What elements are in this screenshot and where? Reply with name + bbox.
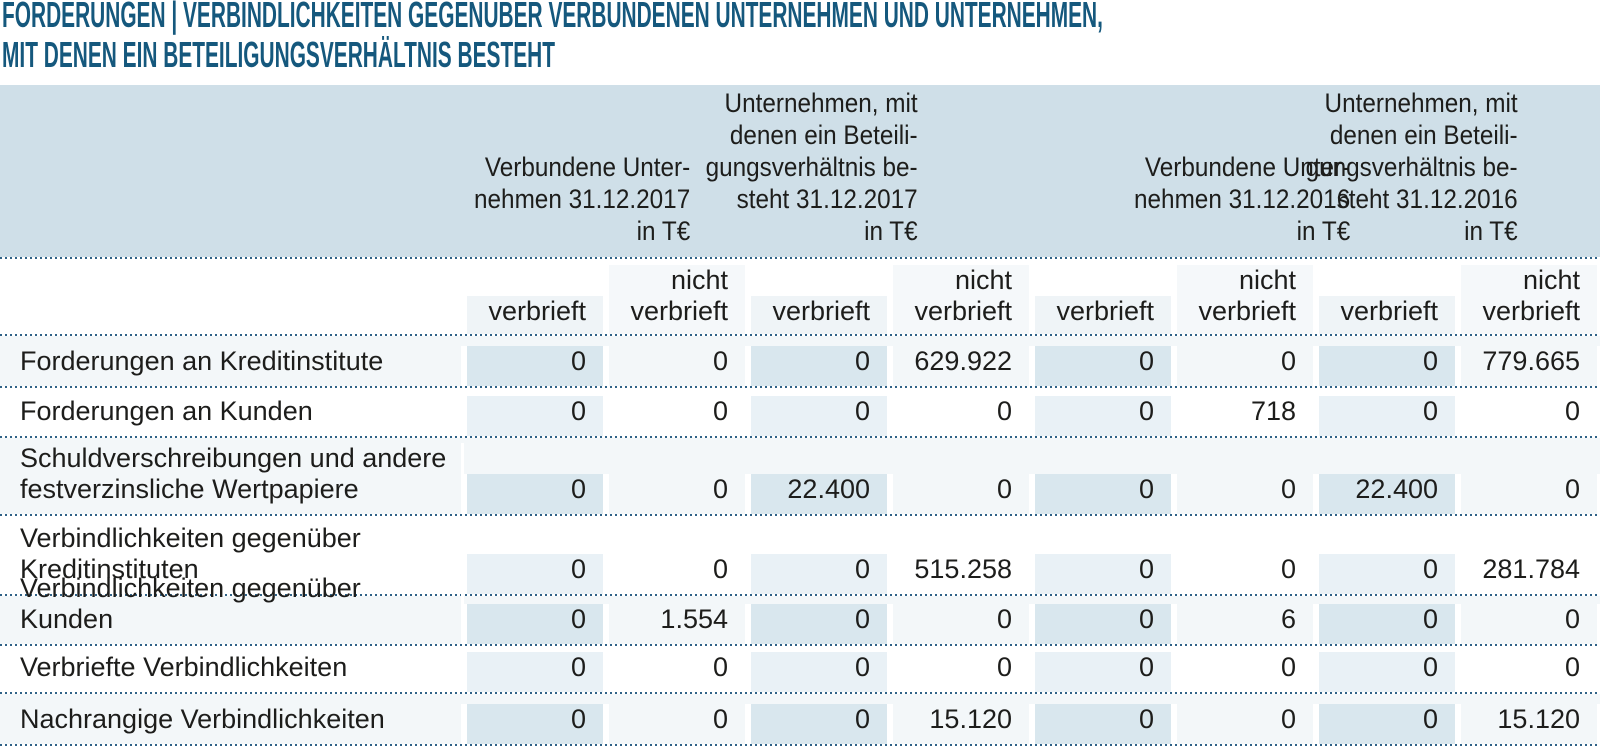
table-header-band: Verbundene Unter- nehmen 31.12.2017 in T…: [0, 85, 1600, 257]
column-header-verbrieft: verbrieft: [464, 296, 606, 334]
value-cell: 281.784: [1458, 554, 1600, 594]
value-cell: 0: [464, 346, 606, 386]
value-cell: 0: [464, 604, 606, 644]
value-cell: 515.258: [890, 554, 1032, 594]
table-row: Forderungen an Kunden 0 0 0 0 0 718 0 0: [0, 388, 1600, 436]
value-cell: 0: [748, 604, 890, 644]
column-header-nicht-verbrieft: nicht verbrieft: [1458, 265, 1600, 334]
table-row: Verbindlichkeiten gegenüber Kreditinstit…: [0, 516, 1600, 594]
value-cell: 0: [1316, 346, 1458, 386]
value-cell: 22.400: [748, 474, 890, 514]
value-cell: 0: [1174, 554, 1316, 594]
column-header-nicht-verbrieft: nicht verbrieft: [606, 265, 748, 334]
value-cell: 0: [1032, 704, 1174, 744]
value-cell: 22.400: [1316, 474, 1458, 514]
value-cell: 0: [890, 396, 1032, 436]
row-label: Forderungen an Kreditinstitute: [0, 346, 464, 386]
value-cell: 0: [890, 474, 1032, 514]
title-area: FORDERUNGEN | VERBINDLICHKEITEN GEGENÜBE…: [0, 0, 1600, 85]
value-cell: 0: [1174, 474, 1316, 514]
value-cell: 0: [1174, 346, 1316, 386]
table-row: Nachrangige Verbindlichkeiten 0 0 0 15.1…: [0, 694, 1600, 744]
value-cell: 6: [1174, 604, 1316, 644]
page-title: FORDERUNGEN | VERBINDLICHKEITEN GEGENÜBE…: [2, 0, 1103, 75]
value-cell: 0: [606, 474, 748, 514]
value-cell: 0: [748, 346, 890, 386]
dotted-divider: [0, 436, 1600, 438]
value-cell: 0: [890, 604, 1032, 644]
column-group-header-verbundene-2016: Verbundene Unter- nehmen 31.12.2016 in T…: [1133, 152, 1350, 246]
value-cell: 0: [1032, 604, 1174, 644]
sub-header-row: verbrieft nicht verbrieft verbrieft nich…: [0, 259, 1600, 334]
table-row: Verbindlichkeiten gegenüber Kunden 0 1.5…: [0, 573, 1600, 644]
row-label: Nachrangige Verbindlichkeiten: [0, 704, 464, 744]
value-cell: 15.120: [1458, 704, 1600, 744]
value-cell: 0: [1316, 604, 1458, 644]
sub-header-spacer: [0, 325, 464, 334]
value-cell: 0: [606, 554, 748, 594]
value-cell: 0: [1316, 396, 1458, 436]
value-cell: 0: [1458, 652, 1600, 692]
value-cell: 0: [464, 652, 606, 692]
value-cell: 0: [464, 474, 606, 514]
value-cell: 0: [1458, 474, 1600, 514]
value-cell: 0: [890, 652, 1032, 692]
value-cell: 0: [464, 396, 606, 436]
column-header-nicht-verbrieft: nicht verbrieft: [1174, 265, 1316, 334]
row-label: Verbindlichkeiten gegenüber Kunden: [0, 573, 464, 644]
value-cell: 0: [748, 554, 890, 594]
dotted-divider: [0, 644, 1600, 646]
value-cell: 0: [606, 346, 748, 386]
column-group-header-beteiligung-2017: Unternehmen, mit denen ein Beteili- gung…: [705, 88, 918, 246]
table-row: Verbriefte Verbindlichkeiten 0 0 0 0 0 0…: [0, 646, 1600, 692]
value-cell: 15.120: [890, 704, 1032, 744]
table-row: Schuldverschreibungen und andere festver…: [0, 438, 1600, 514]
dotted-divider: [0, 744, 1600, 746]
column-group-header-verbundene-2017: Verbundene Unter- nehmen 31.12.2017 in T…: [473, 152, 690, 246]
value-cell: 0: [464, 704, 606, 744]
value-cell: 0: [1458, 396, 1600, 436]
dotted-divider: [0, 386, 1600, 388]
value-cell: 0: [1032, 396, 1174, 436]
column-header-verbrieft: verbrieft: [1032, 296, 1174, 334]
dotted-divider: [0, 692, 1600, 694]
value-cell: 0: [606, 396, 748, 436]
dotted-divider: [0, 594, 1600, 596]
column-header-nicht-verbrieft: nicht verbrieft: [890, 265, 1032, 334]
value-cell: 1.554: [606, 604, 748, 644]
value-cell: 0: [1174, 704, 1316, 744]
value-cell: 629.922: [890, 346, 1032, 386]
value-cell: 0: [1032, 346, 1174, 386]
row-label: Verbindlichkeiten gegenüber Kreditinstit…: [0, 523, 464, 594]
value-cell: 0: [748, 704, 890, 744]
value-cell: 0: [748, 652, 890, 692]
value-cell: 779.665: [1458, 346, 1600, 386]
value-cell: 0: [1316, 704, 1458, 744]
value-cell: 718: [1174, 396, 1316, 436]
value-cell: 0: [606, 652, 748, 692]
row-label: Verbriefte Verbindlichkeiten: [0, 652, 464, 692]
column-group-header-beteiligung-2016: Unternehmen, mit denen ein Beteili- gung…: [1305, 88, 1518, 246]
value-cell: 0: [1032, 554, 1174, 594]
value-cell: 0: [1458, 604, 1600, 644]
value-cell: 0: [464, 554, 606, 594]
column-header-verbrieft: verbrieft: [1316, 296, 1458, 334]
table-row: Forderungen an Kreditinstitute 0 0 0 629…: [0, 336, 1600, 386]
value-cell: 0: [1316, 554, 1458, 594]
value-cell: 0: [606, 704, 748, 744]
column-header-verbrieft: verbrieft: [748, 296, 890, 334]
value-cell: 0: [1032, 652, 1174, 692]
dotted-divider: [0, 514, 1600, 516]
row-label: Schuldverschreibungen und andere festver…: [0, 443, 464, 514]
dotted-divider: [0, 334, 1600, 336]
row-label: Forderungen an Kunden: [0, 396, 464, 436]
dotted-divider: [0, 257, 1600, 259]
value-cell: 0: [1316, 652, 1458, 692]
value-cell: 0: [1174, 652, 1316, 692]
value-cell: 0: [1032, 474, 1174, 514]
value-cell: 0: [748, 396, 890, 436]
